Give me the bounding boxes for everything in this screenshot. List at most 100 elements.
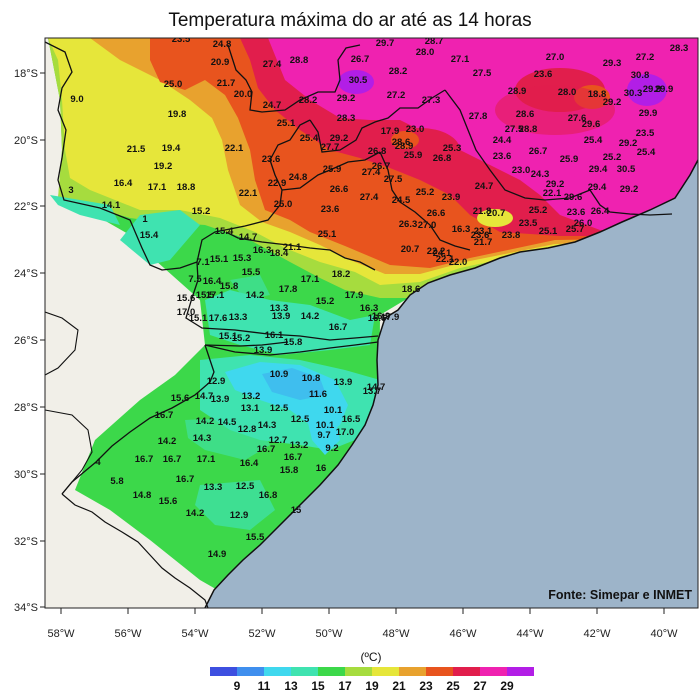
colorbar-tick-label: 17 — [338, 679, 352, 693]
temperature-value: 29.4 — [589, 164, 608, 175]
temperature-value: 16.6 — [368, 313, 387, 324]
temperature-value: 1 — [142, 214, 148, 225]
colorbar-tick-label: 13 — [284, 679, 298, 693]
longitude-axis: 58°W 56°W 54°W 52°W 50°W 48°W 46°W 44°W … — [47, 608, 678, 640]
temperature-value: 16.4 — [203, 276, 222, 287]
temperature-value: 21.1 — [283, 242, 302, 253]
temperature-value: 16.7 — [329, 322, 348, 333]
temperature-value: 14.2 — [186, 508, 205, 519]
temperature-value: 12.9 — [230, 510, 249, 521]
temperature-value: 16.7 — [155, 410, 174, 421]
temperature-value: 25.2 — [416, 187, 435, 198]
lat-label: 22°S — [14, 201, 38, 213]
temperature-value: 27.3 — [422, 95, 441, 106]
lon-label: 50°W — [315, 628, 343, 640]
temperature-value: 15.1 — [210, 254, 229, 265]
temperature-value: 28.3 — [337, 113, 356, 124]
temperature-value: 7.1 — [196, 257, 210, 268]
temperature-value: 24.4 — [493, 135, 512, 146]
temperature-value: 29.2 — [330, 133, 349, 144]
temperature-value: 14.8 — [133, 490, 152, 501]
temperature-value: 3 — [68, 185, 73, 196]
temperature-value: 16.9 — [372, 311, 391, 322]
temperature-value: 29.9 — [639, 108, 658, 119]
temperature-value: 15.2 — [316, 296, 335, 307]
temperature-value: 25.1 — [318, 229, 337, 240]
lat-label: 18°S — [14, 68, 38, 80]
colorbar-tick-label: 23 — [419, 679, 433, 693]
temperature-value: 28.7 — [425, 36, 444, 47]
country-border — [61, 493, 209, 608]
lat-label: 24°S — [14, 268, 38, 280]
temperature-value: 27.7 — [321, 142, 340, 153]
temperature-value: 17.1 — [197, 454, 216, 465]
colorbar-tick-label: 29 — [500, 679, 514, 693]
temperature-value: 13.2 — [290, 440, 309, 451]
temperature-value: 16 — [316, 463, 327, 474]
temperature-value: 9.7 — [317, 430, 330, 441]
temperature-value: 17.1 — [206, 290, 225, 301]
temperature-value: 29.2 — [337, 93, 356, 104]
temperature-value: 26.8 — [368, 146, 387, 157]
temperature-value: 21.8 — [473, 206, 492, 217]
temperature-value: 25.0 — [274, 199, 293, 210]
temperature-value: 18.8 — [588, 89, 607, 100]
temperature-value: 13.9 — [272, 311, 291, 322]
temperature-value: 15.8 — [284, 337, 303, 348]
temperature-value: 17.8 — [279, 284, 298, 295]
temperature-value: 20.7 — [487, 208, 506, 219]
temperature-value: 13.9 — [254, 345, 273, 356]
temperature-value: 16.4 — [240, 458, 259, 469]
temperature-value: 27.0 — [546, 52, 565, 63]
temperature-value: 15.3 — [233, 253, 252, 264]
temperature-value: 13.2 — [242, 391, 261, 402]
temperature-labels: 23.5 24.8 29.7 28.728.0 28.320.9 27.4 28.8 26.7… — [68, 36, 688, 560]
temperature-value: 29.2 — [619, 138, 638, 149]
temperature-value: 17.1 — [148, 182, 167, 193]
temperature-value: 14.2 — [301, 311, 320, 322]
temperature-value: 15.6 — [159, 496, 178, 507]
temperature-value: 18.8 — [177, 182, 196, 193]
temperature-value: 27.6 — [568, 113, 587, 124]
temperature-value: 19.2 — [154, 161, 173, 172]
temperature-value: 24.3 — [531, 169, 550, 180]
temperature-value: 16.3 — [452, 224, 471, 235]
colorbar-swatch — [453, 667, 480, 676]
colorbar-tick-label: 19 — [365, 679, 379, 693]
lon-label: 44°W — [516, 628, 544, 640]
temperature-value: 21.7 — [474, 237, 493, 248]
temperature-value: 12.5 — [236, 481, 255, 492]
temperature-value: 26.7 — [372, 161, 391, 172]
lon-label: 58°W — [47, 628, 75, 640]
colorbar-swatch — [426, 667, 453, 676]
temperature-value: 25.1 — [277, 118, 296, 129]
temperature-value: 11.6 — [309, 389, 327, 400]
temperature-value: 29.6 — [564, 192, 583, 203]
temperature-value: 23.5 — [519, 218, 538, 229]
lat-label: 30°S — [14, 469, 38, 481]
lon-label: 48°W — [382, 628, 410, 640]
colorbar-tick-label: 27 — [473, 679, 487, 693]
temperature-value: 14.2 — [246, 290, 265, 301]
temperature-value: 28.0 — [558, 87, 577, 98]
temperature-value: 28.6 — [392, 137, 411, 148]
temperature-value: 14.9 — [208, 549, 227, 560]
temperature-value: 4 — [95, 457, 101, 468]
colorbar-swatch — [507, 667, 534, 676]
temperature-value: 10.9 — [270, 369, 289, 380]
temperature-value: 25.0 — [164, 79, 183, 90]
temperature-value: 24.8 — [213, 39, 232, 50]
colorbar-swatch — [318, 667, 345, 676]
colorbar-swatch — [291, 667, 318, 676]
temperature-value: 13.7 — [363, 386, 382, 397]
temperature-value: 13.3 — [270, 303, 289, 314]
west-border — [45, 311, 79, 376]
temperature-value: 14.1 — [102, 200, 121, 211]
temperature-value: 22.1 — [239, 188, 258, 199]
temperature-value: 21.7 — [217, 78, 236, 89]
temperature-value: 14.2 — [158, 436, 177, 447]
temperature-value: 14.3 — [258, 420, 277, 431]
temperature-value: 30.3 — [624, 88, 643, 99]
colorbar-swatch — [345, 667, 372, 676]
